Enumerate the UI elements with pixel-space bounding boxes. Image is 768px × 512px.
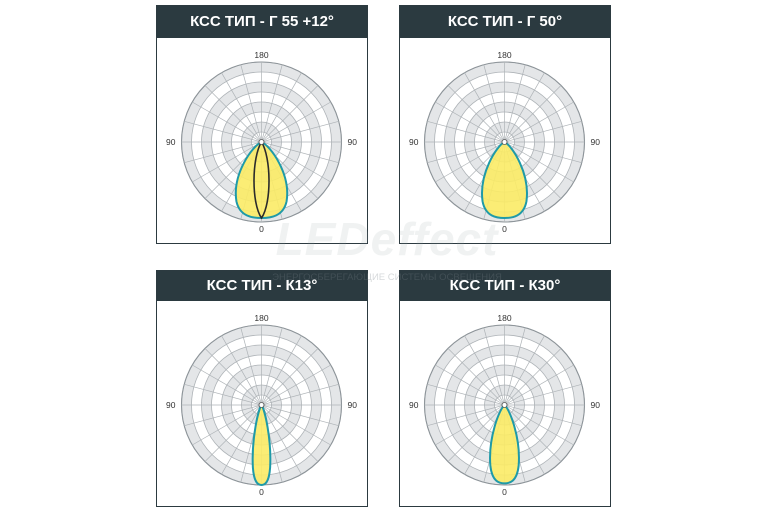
- grid-radial: [504, 141, 574, 183]
- grid-radial: [261, 383, 339, 406]
- grid-radial: [261, 141, 339, 164]
- axis-label-left: 90: [409, 400, 419, 410]
- grid-radial: [261, 348, 319, 406]
- grid-radial: [261, 141, 331, 183]
- center-point: [501, 139, 508, 145]
- grid-radial: [261, 335, 302, 406]
- polar-diagram: 180 0 90 90: [409, 50, 601, 234]
- center-point: [258, 139, 265, 145]
- diagram-panel-4: КСС ТИП - К30° 180 0 90 90: [399, 270, 611, 507]
- grid-radial: [504, 72, 545, 143]
- grid-radial: [427, 141, 505, 164]
- axis-label-bottom: 0: [502, 487, 507, 497]
- diagram-panel-1: КСС ТИП - Г 55 +12° 180 0 90 90: [156, 5, 368, 244]
- grid-radial: [504, 404, 562, 462]
- axis-label-right: 90: [348, 137, 358, 147]
- grid-radial: [483, 64, 505, 143]
- diagram-panel-2: КСС ТИП - Г 50° 180 0 90 90: [399, 5, 611, 244]
- grid-radial: [504, 404, 574, 446]
- grid-radial: [447, 404, 505, 462]
- panel-title: КСС ТИП - Г 50°: [400, 6, 610, 38]
- grid-radial: [184, 120, 262, 143]
- grid-radial: [261, 404, 302, 475]
- grid-radial: [184, 383, 262, 406]
- grid-radial: [464, 72, 505, 143]
- grid-radial: [261, 85, 319, 143]
- grid-radial: [261, 64, 283, 143]
- axis-label-right: 90: [591, 137, 601, 147]
- grid-radial: [504, 404, 582, 427]
- grid-radial: [504, 383, 582, 406]
- panel-title: КСС ТИП - К30°: [400, 271, 610, 301]
- axis-label-left: 90: [166, 137, 176, 147]
- grid-radial: [240, 327, 262, 406]
- light-curve: [251, 403, 272, 487]
- grid-radial: [261, 364, 331, 406]
- grid-radial: [261, 404, 331, 446]
- panel-title: КСС ТИП - К13°: [157, 271, 367, 301]
- axis-label-bottom: 0: [259, 487, 264, 497]
- grid-radial: [447, 85, 505, 143]
- grid-radial: [504, 364, 574, 406]
- polar-diagram: 180 0 90 90: [166, 313, 358, 497]
- grid-radial: [504, 85, 562, 143]
- grid-radial: [464, 335, 505, 406]
- light-curve: [481, 140, 528, 220]
- grid-radial: [435, 101, 505, 143]
- grid-radial: [435, 404, 505, 446]
- inner-curve: [253, 140, 270, 220]
- grid-radial: [184, 141, 262, 164]
- grid-radial: [221, 72, 262, 143]
- grid-radial: [504, 348, 562, 406]
- grid-radial: [192, 141, 262, 183]
- axis-label-left: 90: [166, 400, 176, 410]
- grid-radial: [427, 383, 505, 406]
- grid-radial: [192, 101, 262, 143]
- grid-radial: [221, 335, 262, 406]
- grid-radial: [504, 141, 582, 164]
- axis-label-bottom: 0: [259, 224, 264, 234]
- axis-label-top: 180: [497, 313, 511, 323]
- grid-radial: [447, 348, 505, 406]
- axis-label-top: 180: [497, 50, 511, 60]
- axis-label-right: 90: [348, 400, 358, 410]
- grid-radial: [204, 85, 262, 143]
- grid-radial: [221, 404, 262, 475]
- diagram-panel-3: КСС ТИП - К13° 180 0 90 90: [156, 270, 368, 507]
- polar-diagram: 180 0 90 90: [166, 50, 358, 234]
- grid-radial: [261, 101, 331, 143]
- grid-radial: [435, 141, 505, 183]
- grid-radial: [427, 404, 505, 427]
- grid-radial: [504, 327, 526, 406]
- grid-radial: [261, 404, 319, 462]
- grid-radial: [261, 404, 339, 427]
- axis-label-bottom: 0: [502, 224, 507, 234]
- grid-radial: [427, 120, 505, 143]
- grid-radial: [435, 364, 505, 406]
- grid-radial: [184, 404, 262, 427]
- grid-radial: [192, 404, 262, 446]
- grid-radial: [504, 120, 582, 143]
- grid-radial: [261, 72, 302, 143]
- grid-radial: [261, 327, 283, 406]
- grid-radial: [240, 64, 262, 143]
- axis-label-left: 90: [409, 137, 419, 147]
- axis-label-right: 90: [591, 400, 601, 410]
- grid-radial: [504, 64, 526, 143]
- grid-radial: [504, 101, 574, 143]
- grid-radial: [504, 335, 545, 406]
- center-point: [258, 402, 265, 408]
- axis-label-top: 180: [254, 50, 268, 60]
- grid-radial: [204, 404, 262, 462]
- axis-label-top: 180: [254, 313, 268, 323]
- grid-radial: [192, 364, 262, 406]
- center-point: [501, 402, 508, 408]
- grid-radial: [483, 327, 505, 406]
- grid-radial: [261, 120, 339, 143]
- grid-radial: [204, 348, 262, 406]
- light-curve: [489, 403, 520, 485]
- polar-diagram: 180 0 90 90: [409, 313, 601, 497]
- panel-title: КСС ТИП - Г 55 +12°: [157, 6, 367, 38]
